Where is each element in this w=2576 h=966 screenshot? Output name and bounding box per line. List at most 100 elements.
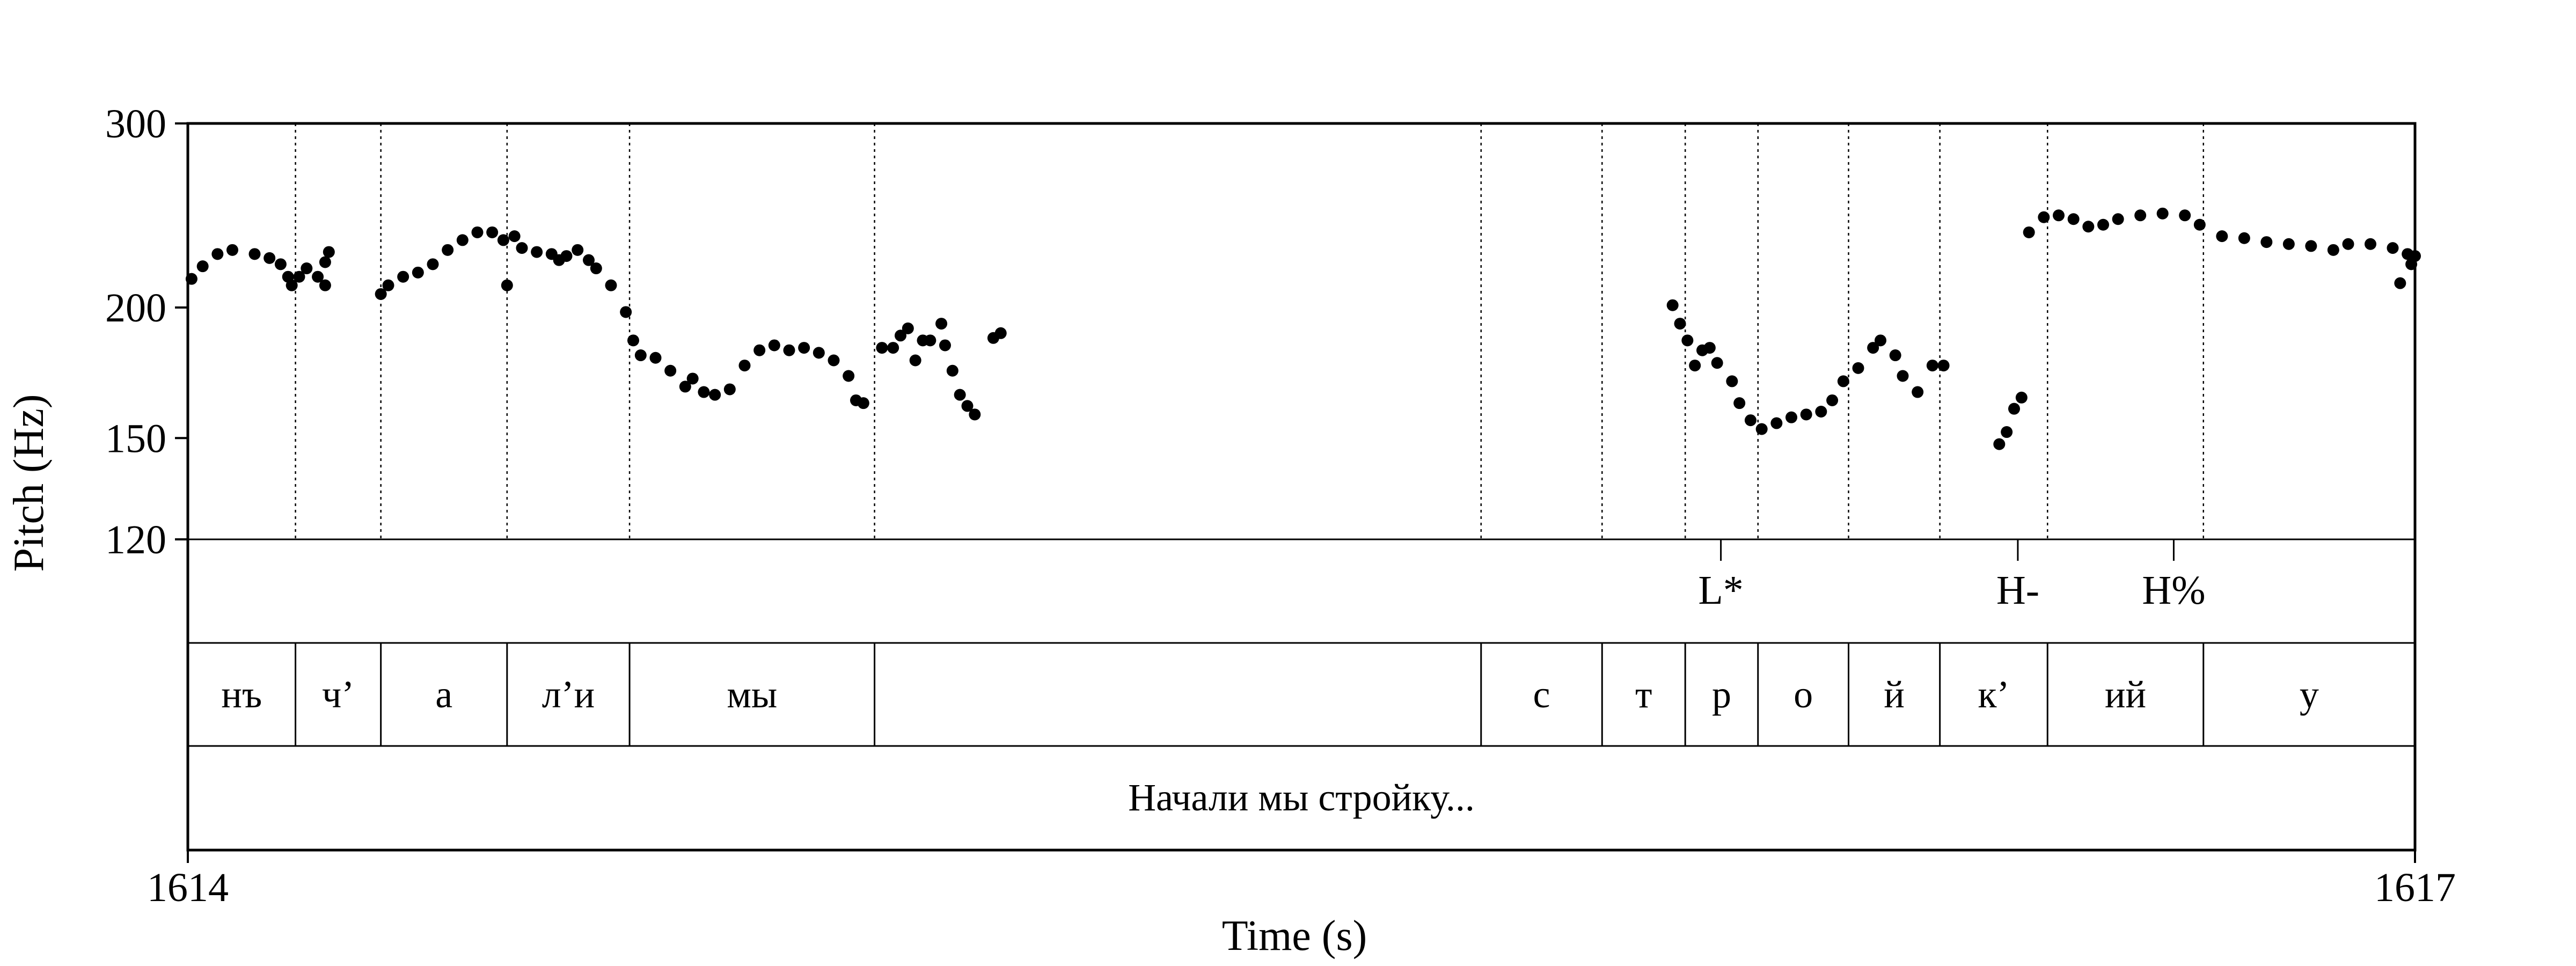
pitch-point bbox=[1852, 362, 1864, 374]
pitch-point bbox=[738, 360, 751, 372]
pitch-point bbox=[2015, 391, 2028, 404]
pitch-point bbox=[274, 258, 287, 270]
pitch-point bbox=[2112, 213, 2124, 225]
pitch-point bbox=[1733, 397, 1746, 409]
pitch-point bbox=[293, 270, 305, 283]
pitch-point bbox=[375, 288, 387, 300]
segment-label: ий bbox=[2105, 673, 2146, 716]
pitch-point bbox=[887, 342, 899, 354]
x-axis-ticks: 1614 1617 bbox=[147, 850, 2456, 910]
pitch-point bbox=[456, 234, 469, 246]
pitch-point bbox=[1826, 394, 1839, 406]
pitch-point bbox=[264, 252, 276, 264]
pitch-point bbox=[895, 330, 906, 342]
pitch-point bbox=[2216, 230, 2228, 243]
pitch-point bbox=[516, 242, 528, 254]
pitch-point bbox=[1867, 342, 1879, 354]
pitch-point bbox=[1889, 349, 1901, 362]
pitch-point bbox=[286, 279, 298, 291]
pitch-point bbox=[572, 244, 584, 256]
pitch-point bbox=[2282, 238, 2295, 250]
y-axis-title: Pitch (Hz) bbox=[5, 394, 53, 572]
plot-frame bbox=[186, 122, 2417, 852]
pitch-point bbox=[412, 266, 424, 279]
segment-boundaries-layer bbox=[295, 123, 2205, 746]
sentence-label: Начали мы стройку... bbox=[1128, 776, 1475, 819]
pitch-point bbox=[649, 352, 662, 364]
pitch-point bbox=[1837, 375, 1849, 387]
y-tick-label: 150 bbox=[105, 416, 166, 461]
pitch-point bbox=[2067, 213, 2080, 225]
pitch-point bbox=[1726, 375, 1738, 387]
pitch-point bbox=[1744, 414, 1757, 427]
pitch-point bbox=[442, 244, 454, 256]
pitch-point bbox=[1912, 386, 1924, 398]
pitch-point bbox=[1800, 408, 1812, 421]
pitch-point bbox=[876, 342, 888, 354]
segment-label: мы bbox=[727, 673, 777, 716]
segment-label: т bbox=[1635, 673, 1652, 716]
pitch-point bbox=[2394, 277, 2406, 289]
pitch-point bbox=[2097, 218, 2109, 231]
pitch-point bbox=[560, 250, 573, 262]
pitch-point bbox=[753, 344, 766, 356]
pitch-point bbox=[902, 322, 914, 334]
pitch-point bbox=[211, 248, 224, 260]
pitch-point bbox=[397, 270, 409, 283]
pitch-point bbox=[946, 364, 958, 377]
y-axis-ticks: 300 200 150 120 bbox=[105, 101, 188, 562]
pitch-point bbox=[679, 380, 691, 393]
pitch-point bbox=[857, 397, 869, 409]
pitch-point bbox=[2305, 240, 2317, 252]
pitch-point bbox=[1703, 342, 1716, 354]
segment-label: а bbox=[435, 673, 452, 716]
x-tick-label: 1617 bbox=[2374, 865, 2456, 910]
pitch-point bbox=[2238, 232, 2250, 244]
pitch-point bbox=[954, 389, 966, 401]
pitch-point bbox=[2082, 221, 2095, 233]
pitch-point bbox=[471, 226, 484, 238]
pitch-point bbox=[935, 318, 948, 330]
pitch-point bbox=[2365, 238, 2376, 250]
pitch-point bbox=[627, 334, 639, 347]
pitch-point bbox=[312, 270, 324, 283]
pitch-point bbox=[768, 339, 780, 352]
pitch-point bbox=[323, 246, 335, 258]
pitch-point bbox=[709, 389, 721, 401]
pitch-point bbox=[2327, 244, 2339, 256]
pitch-point bbox=[319, 256, 331, 268]
pitch-point bbox=[2008, 402, 2020, 415]
pitch-point bbox=[1770, 417, 1783, 429]
pitch-point bbox=[382, 279, 394, 291]
pitch-point bbox=[1681, 334, 1694, 347]
pitch-point bbox=[427, 258, 439, 270]
pitch-point bbox=[2342, 238, 2354, 250]
pitch-point bbox=[2134, 209, 2147, 222]
pitch-point bbox=[813, 347, 825, 359]
pitch-point bbox=[1937, 360, 1950, 372]
pitch-point bbox=[969, 408, 981, 421]
pitch-point bbox=[2179, 209, 2191, 222]
segment-label: р bbox=[1712, 673, 1731, 716]
pitch-point bbox=[1755, 423, 1768, 435]
pitch-points-layer bbox=[185, 207, 2421, 450]
pitch-point bbox=[1689, 360, 1701, 372]
pitch-point bbox=[698, 386, 710, 398]
pitch-point bbox=[1711, 357, 1723, 369]
pitch-point bbox=[828, 354, 840, 367]
segment-label: й bbox=[1884, 673, 1905, 716]
pitch-point bbox=[1674, 318, 1686, 330]
pitch-point bbox=[1785, 411, 1797, 423]
pitch-point bbox=[961, 400, 974, 412]
pitch-point bbox=[994, 327, 1007, 339]
segment-label: о bbox=[1794, 673, 1813, 716]
y-tick-label: 120 bbox=[105, 517, 166, 562]
segment-label: к’ bbox=[1978, 673, 2009, 716]
pitch-point bbox=[2193, 218, 2206, 231]
pitch-point bbox=[248, 248, 261, 260]
plot-border bbox=[186, 122, 2417, 852]
pitch-point bbox=[2156, 207, 2169, 219]
pitch-point bbox=[664, 364, 677, 377]
segment-label: ч’ bbox=[322, 673, 354, 716]
